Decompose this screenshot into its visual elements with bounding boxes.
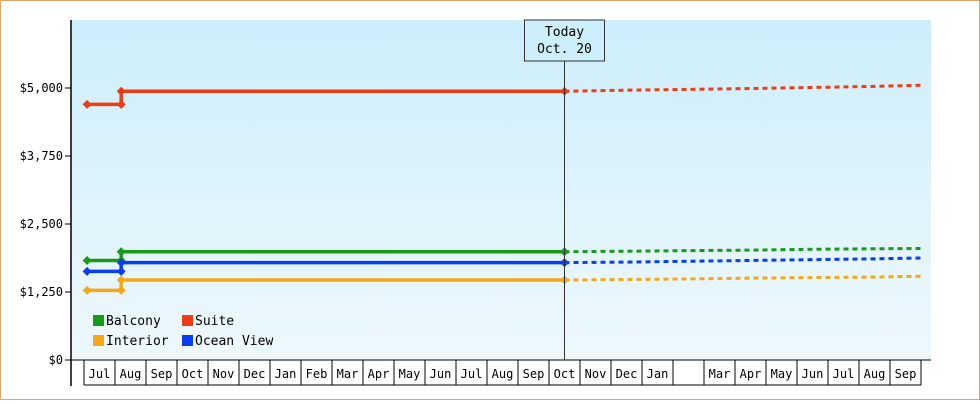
x-tick-label: Jun: [802, 367, 824, 381]
legend-swatch-interior: [93, 335, 104, 346]
series-ocean-view-point: [82, 266, 92, 276]
legend-label-suite: Suite: [195, 314, 234, 329]
series-interior-point: [82, 285, 92, 295]
x-tick-label: May: [399, 367, 421, 381]
today-label-line1: Today: [545, 25, 584, 40]
x-tick-label: Apr: [740, 367, 762, 381]
series-ocean-view-point: [116, 258, 126, 268]
x-tick-label: Mar: [337, 367, 359, 381]
x-tick-label: Nov: [585, 367, 607, 381]
series-interior-history-line: [87, 278, 565, 293]
series-interior-point: [116, 275, 126, 285]
x-tick-label: Sep: [895, 367, 917, 381]
legend-label-interior: Interior: [106, 334, 169, 349]
series-balcony-forecast-line: [564, 246, 922, 254]
x-tick-label: Jul: [461, 367, 483, 381]
today-label-line2: Oct. 20: [537, 42, 592, 57]
x-tick-label: Nov: [213, 367, 235, 381]
plot-area: [71, 20, 931, 360]
series-balcony-point: [82, 255, 92, 265]
legend: Balcony Suite Interior Ocean View: [93, 314, 273, 349]
series-suite-point: [82, 99, 92, 109]
x-tick-label: Dec: [616, 367, 638, 381]
x-tick-label: Dec: [244, 367, 266, 381]
legend-swatch-balcony: [93, 315, 104, 326]
x-tick-label: Jan: [647, 367, 669, 381]
x-tick-label: Sep: [151, 367, 173, 381]
y-tick-label: $2,500: [20, 217, 63, 231]
y-tick-label: $1,250: [20, 285, 63, 299]
series-suite-history-line: [87, 89, 565, 107]
x-axis: Jul Aug Sep Oct Nov Dec Jan Feb Mar Apr May Jun Jul A…: [71, 359, 931, 386]
series-interior-forecast-line: [564, 274, 922, 282]
x-tick-label: Jan: [275, 367, 297, 381]
x-tick-label: Apr: [368, 367, 390, 381]
y-tick-label: $0: [49, 353, 63, 367]
legend-swatch-ocean-view: [182, 335, 193, 346]
x-tick-label: Oct: [182, 367, 204, 381]
y-axis: $0 $1,250 $2,500 $3,750 $5,000: [20, 20, 72, 386]
x-tick-label: Mar: [709, 367, 731, 381]
series-balcony-point: [116, 247, 126, 257]
x-tick-label: Jul: [89, 367, 111, 381]
x-tick-label: Jun: [430, 367, 452, 381]
x-tick-label: Oct: [554, 367, 576, 381]
today-marker: Today Oct. 20: [524, 19, 605, 360]
series-ocean-view-forecast-line: [564, 256, 922, 265]
x-tick-label: Aug: [120, 367, 142, 381]
y-tick-label: $5,000: [20, 81, 63, 95]
series-suite-forecast-line: [564, 83, 922, 93]
legend-label-ocean-view: Ocean View: [195, 334, 273, 349]
series-ocean-view-point: [116, 266, 126, 276]
series-layer: [82, 83, 922, 295]
y-tick-label: $3,750: [20, 149, 63, 163]
x-tick-label: Sep: [523, 367, 545, 381]
x-tick-label: Jul: [833, 367, 855, 381]
x-tick-label: Aug: [864, 367, 886, 381]
today-label-box: [524, 19, 605, 62]
series-suite-point: [116, 99, 126, 109]
x-tick-label: Aug: [492, 367, 514, 381]
x-tick-label: Feb: [306, 367, 328, 381]
series-suite-point: [116, 86, 126, 96]
legend-swatch-suite: [182, 315, 193, 326]
x-tick-label: May: [771, 367, 793, 381]
series-interior-point: [116, 285, 126, 295]
legend-label-balcony: Balcony: [106, 314, 161, 329]
